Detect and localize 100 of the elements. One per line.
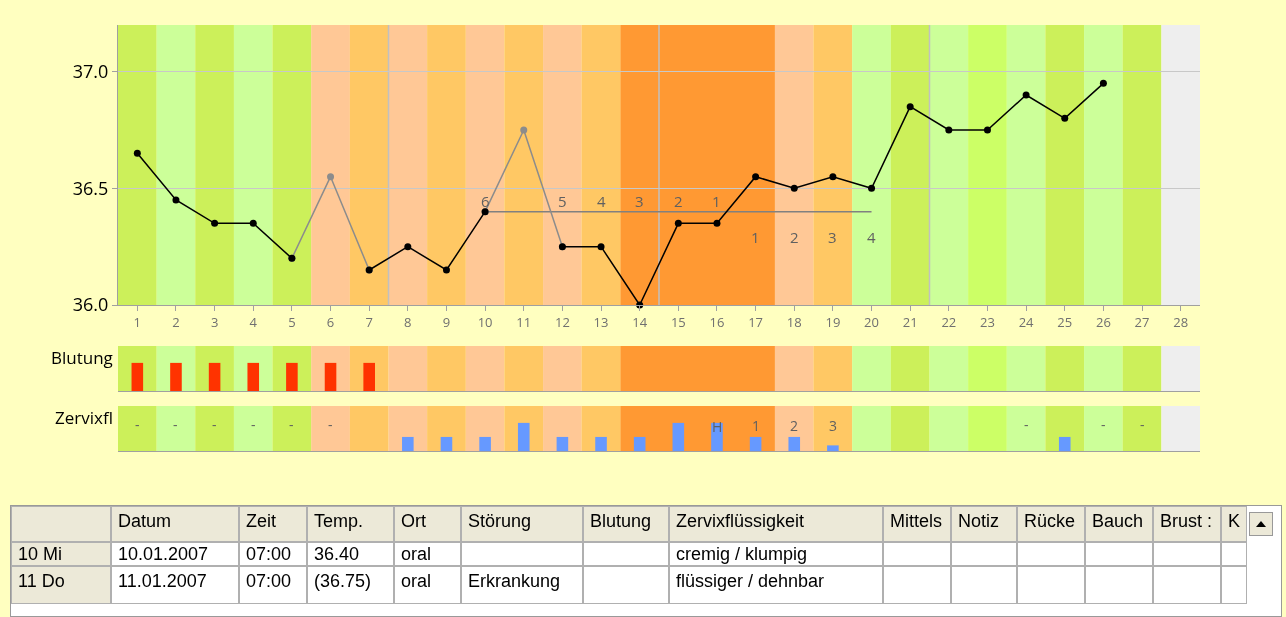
point (906, 103, 914, 111)
point (597, 243, 605, 251)
x-tick-label: 7 (365, 312, 373, 331)
text: Bauch (1085, 506, 1153, 542)
x-tick-label: 6 (326, 312, 335, 331)
text: Blutung (583, 506, 669, 542)
point (868, 184, 876, 192)
point (1022, 91, 1030, 99)
point (133, 149, 141, 157)
annotation: 3 (635, 191, 644, 211)
x-tick-label: 3 (210, 312, 219, 331)
annotation: - (289, 415, 294, 434)
text: Rücke (1017, 506, 1085, 542)
text: Erkrankung (461, 566, 583, 604)
text: oral (394, 566, 461, 604)
text: (36.75) (307, 566, 394, 604)
annotation: 4 (597, 191, 606, 211)
annotation: 3 (828, 227, 837, 247)
annotation: 5 (558, 191, 567, 211)
annotation: - (1101, 415, 1106, 434)
x-tick-label: 8 (404, 312, 412, 331)
annotation: 4 (867, 227, 876, 247)
x-tick-label: 19 (825, 312, 841, 331)
text: Zervixflüssigkeit (669, 506, 883, 542)
text: Mittels (883, 506, 951, 542)
text: 11.01.2007 (111, 566, 239, 604)
text: flüssiger / dehnbar (669, 566, 883, 604)
text: 10 Mi (11, 542, 111, 566)
text: 10.01.2007 (111, 542, 239, 566)
x-tick-label: 17 (748, 312, 764, 331)
text: oral (394, 542, 461, 566)
x-tick-label: 23 (980, 312, 995, 331)
point (211, 219, 219, 227)
annotation: 2 (674, 191, 683, 211)
x-tick-label: 28 (1173, 312, 1189, 331)
x-tick-label: 24 (1018, 312, 1035, 331)
text: Zeit (239, 506, 307, 542)
point (983, 126, 991, 134)
annotation: - (135, 415, 140, 434)
annotation: - (212, 415, 217, 434)
annotation: - (1140, 415, 1145, 434)
text: Störung (461, 506, 583, 542)
annotation: 1 (712, 191, 721, 211)
annotation: 1 (752, 416, 761, 435)
text: Notiz (951, 506, 1017, 542)
x-tick-label: 9 (442, 312, 451, 331)
point (752, 173, 760, 181)
point (945, 126, 953, 134)
y-axis-title: Blutung (51, 346, 113, 369)
point (442, 266, 450, 274)
point (327, 173, 335, 181)
x-tick-label: 2 (172, 312, 180, 331)
x-tick-label: 12 (554, 312, 570, 331)
x-tick-label: 14 (632, 312, 648, 331)
annotation: - (251, 415, 256, 434)
point (674, 219, 682, 227)
annotation: 1 (751, 227, 760, 247)
x-tick-label: 1 (133, 312, 142, 331)
text: Ort (394, 506, 461, 542)
y-axis-title: Zervixfl (55, 406, 113, 429)
x-tick-label: 26 (1095, 312, 1111, 331)
text: 11 Do (11, 566, 111, 604)
point (790, 184, 798, 192)
x-tick-label: 11 (516, 312, 532, 331)
point (713, 219, 721, 227)
annotation: H (712, 417, 723, 436)
annotation: - (328, 415, 333, 434)
annotation: 3 (829, 416, 838, 435)
point (829, 173, 837, 181)
point (249, 219, 257, 227)
x-tick-label: 5 (288, 312, 296, 331)
x-tick-label: 21 (902, 312, 918, 331)
y-tick-label: 37.0 (72, 58, 109, 83)
point (1099, 79, 1107, 87)
x-tick-label: 13 (593, 312, 609, 331)
annotation: 6 (481, 191, 490, 211)
annotation: - (1024, 415, 1029, 434)
x-tick-label: 10 (477, 312, 493, 331)
text: 07:00 (239, 542, 307, 566)
point (172, 196, 180, 204)
annotation: - (173, 415, 178, 434)
x-tick-label: 18 (786, 312, 802, 331)
text: Datum (111, 506, 239, 542)
point (520, 126, 528, 134)
text: 07:00 (239, 566, 307, 604)
text: Brust : (1153, 506, 1221, 542)
annotation: 2 (790, 227, 799, 247)
x-tick-label: 27 (1134, 312, 1150, 331)
x-tick-label: 25 (1057, 312, 1073, 331)
x-tick-label: 22 (941, 312, 957, 331)
point (1061, 114, 1069, 122)
point (404, 243, 412, 251)
text: Temp. (307, 506, 394, 542)
x-tick-label: 20 (864, 312, 879, 331)
annotation: 2 (790, 416, 799, 435)
x-tick-label: 4 (249, 312, 258, 331)
text: K (1221, 506, 1247, 542)
text: cremig / klumpig (669, 542, 883, 566)
text: 36.40 (307, 542, 394, 566)
y-tick-label: 36.0 (72, 292, 109, 317)
